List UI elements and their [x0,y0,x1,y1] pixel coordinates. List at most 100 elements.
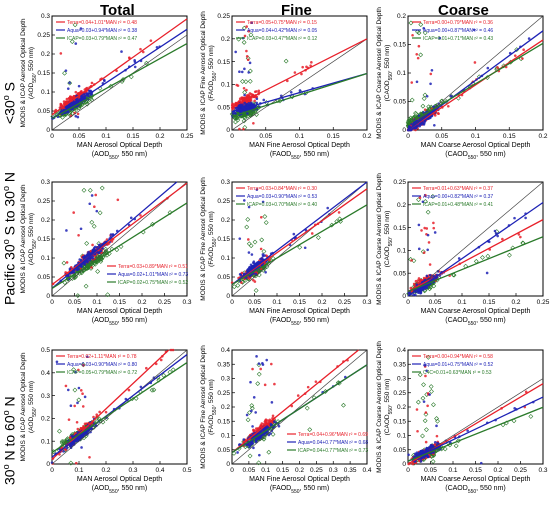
column-title-total: Total [100,2,135,19]
icap-point [297,244,303,250]
legend-entry: Aqua=0.00+0.87*MAN r² = 0.46 [423,28,493,34]
x-tick-label: 0.3 [538,467,547,474]
y-tick-label: 0.05 [393,270,406,277]
y-tick-label: 0.1 [41,255,50,262]
one-to-one-line [51,181,188,297]
terra-point [141,50,145,54]
scatter-panel: 0 0.05 0.1 0.15 0.2 0.25 0 0.05 0.1 0.15 0.2 0.25 MA… [376,173,550,327]
icap-fit-line [231,204,368,286]
terra-point [77,234,80,237]
icap-point [248,243,254,249]
terra-point [414,279,418,283]
icap-point [80,362,86,368]
terra-point [410,259,413,262]
legend-entry: ICAP=0.03+0.47*MAN r² = 0.12 [247,36,317,42]
y-tick-label: 0.25 [217,390,230,397]
terra-point [65,261,69,264]
terra-fit-line [231,349,359,454]
terra-point [247,29,251,33]
aqua-point [428,273,432,277]
terra-point [273,382,276,386]
terra-point [127,388,131,392]
icap-point [243,79,249,85]
terra-point [265,421,268,424]
icap-point [415,399,421,405]
x-tick-label: 0.2 [155,133,164,140]
icap-point [89,219,95,225]
aqua-point [414,293,417,297]
y-axis-label-units: (AOD550, 550 nm) [28,381,38,433]
x-axis-label: MAN Fine Aerosol Optical Depth [249,476,350,483]
icap-point [405,120,411,126]
icap-point [253,288,259,293]
column-title-coarse: Coarse [438,2,489,19]
terra-point [271,414,275,418]
terra-point [432,226,436,230]
y-tick-label: 0.25 [37,32,50,39]
aqua-point [241,105,245,109]
legend-entry: ICAP=0.05+0.79*MAN r² = 0.72 [67,370,137,376]
aqua-point [269,432,272,435]
x-tick-label: 0.25 [338,299,351,306]
terra-point [159,358,163,362]
aqua-point [95,246,99,249]
aqua-point [91,256,95,260]
x-tick-label: 0.15 [327,133,340,140]
icap-fit-line [407,406,544,462]
x-tick-label: 0.1 [457,299,466,306]
legend-entry: Aqua=0.03+0.94*MAN r² = 0.38 [67,28,137,34]
terra-point [422,276,426,280]
aqua-point [527,37,531,40]
aqua-point [239,103,243,107]
x-axis-label: MAN Fine Aerosol Optical Depth [249,308,350,315]
y-axis-label-units: (FAOD550, 550 nm) [208,211,218,267]
terra-point [252,121,255,125]
icap-point [422,30,428,36]
icap-point [76,397,82,403]
icap-point [60,114,65,120]
aqua-point [80,446,83,449]
aqua-point [243,199,246,202]
terra-point [245,88,248,92]
icap-fit-line [51,42,188,120]
scatter-panel: 0 0.05 0.1 0.15 0.2 0 0.05 0.1 0.15 0.2 MAN Coarse… [376,7,548,161]
icap-point [417,372,423,378]
y-tick-label: 0.1 [41,89,50,96]
terra-point [522,48,525,52]
aqua-point [74,370,77,374]
x-axis-label-units: (AOD550, 550 nm) [92,317,147,327]
icap-point [420,395,426,401]
aqua-fit-line [231,181,368,286]
aqua-point [120,50,123,53]
terra-point [88,455,91,459]
aqua-point [66,388,70,392]
aqua-point [435,424,438,428]
icap-point [427,286,433,292]
y-tick-label: 0.4 [41,370,50,377]
terra-point [424,374,427,378]
icap-point [334,219,340,224]
icap-point [242,125,248,130]
scatter-panel: 0 0.05 0.1 0.15 0.2 0.25 0.3 0 0.05 0.1 0.15 0.2 0.2… [20,179,192,327]
terra-point [92,415,95,419]
y-axis-label: MODIS & ICAP Aerosol Optical Depth [20,184,27,293]
icap-point [103,246,109,252]
aqua-point [252,260,256,263]
terra-point [417,44,421,48]
y-axis-label: MODIS & ICAP Coarse Aerosol Optical Dept… [376,341,383,473]
aqua-point [155,45,159,49]
icap-point [80,102,85,107]
aqua-point [76,115,80,119]
terra-point [246,58,250,61]
icap-point [418,22,424,28]
x-tick-label: 0 [406,133,410,140]
terra-point [270,362,273,366]
terra-point [145,366,148,370]
terra-point [70,95,73,99]
icap-point [75,293,81,299]
terra-fit-line [51,349,170,460]
y-tick-label: 0.15 [393,225,406,232]
x-tick-label: 0.2 [538,133,547,140]
terra-point [309,64,312,67]
terra-point [238,127,241,131]
